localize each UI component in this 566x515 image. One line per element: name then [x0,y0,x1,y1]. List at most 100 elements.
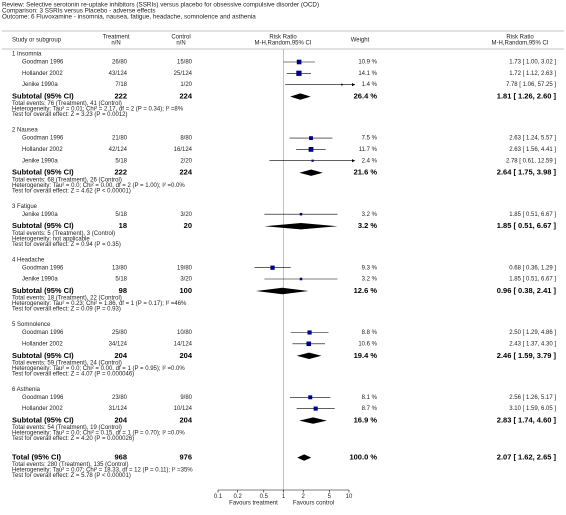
control-count: 204 [179,351,192,360]
study-square [307,330,312,335]
summary-note: Total events: 76 (Treatment), 41 (Contro… [12,101,122,107]
summary-note: Total events: 59 (Treatment), 24 (Contro… [12,360,122,366]
risk-ratio-label: 0.68 [ 0.36, 1.29 ] [509,265,556,271]
risk-ratio-label: 1.85 [ 0.51, 6.67 ] [509,277,556,283]
summary-note: Test for overall effect: Z = 4.62 (P < 0… [12,188,131,194]
risk-ratio-label: 2.50 [ 1.29, 4.86 ] [509,330,556,336]
control-count: 25/124 [174,71,193,77]
study-name: Jenike 1990a [22,158,58,164]
summary-note: Heterogeneity: Tau² = 0.0; Chi² = 0.15, … [12,431,185,437]
weight-label: 2.4 % [362,158,378,164]
study-name: Goodman 1996 [22,136,64,142]
summary-note: Test for overall effect: Z = 4.07 (P = 0… [12,371,134,377]
outcome-title: Outcome: 6 Fluvoxamine - insomnia, nause… [2,14,256,21]
study-name: Jenike 1990a [22,277,58,283]
column-header: M-H,Random,95% CI [491,41,548,47]
treatment-count: 222 [114,168,127,177]
pooled-diamond [299,417,327,424]
treatment-count: 968 [114,453,127,462]
group-title: 1 Insomnia [12,52,42,58]
treatment-count: 204 [114,416,127,425]
risk-ratio-label: 1.85 [ 0.51, 6.67 ] [509,212,556,218]
study-name: Goodman 1996 [22,395,64,401]
pooled-diamond [297,454,312,461]
risk-ratio-label: 3.10 [ 1.59, 6.05 ] [509,406,556,412]
treatment-count: 204 [114,351,127,360]
pooled-diamond [255,287,309,295]
study-name: Goodman 1996 [22,265,64,271]
x-tick-label: 10 [346,494,353,500]
weight-label: 3.2 % [362,212,378,218]
study-square [306,341,312,347]
summary-note: Total events: 54 (Treatment), 19 (Contro… [12,425,122,431]
group-title: 2 Nausea [12,128,38,134]
weight-label: 3.2 % [358,221,378,230]
study-name: Hollander 2002 [22,147,63,153]
column-header: Control [171,35,190,41]
pooled-diamond [264,223,338,230]
control-count: 14/124 [174,341,193,347]
control-count: 20 [184,221,192,230]
study-name: Hollander 2002 [22,71,63,77]
total-name: Total (95% CI) [12,453,62,462]
study-square [299,212,303,216]
study-square [308,395,313,400]
x-tick-label: 5 [328,494,332,500]
study-square [296,70,302,76]
risk-ratio-label: 1.81 [ 1.26, 2.60 ] [497,92,557,101]
subtotal-name: Subtotal (95% CI) [12,416,74,425]
weight-label: 1.4 % [362,82,378,88]
risk-ratio-label: 2.63 [ 1.56, 4.41 ] [509,147,556,153]
study-name: Hollander 2002 [22,341,63,347]
summary-note: Heterogeneity: Tau² = 0.0; Chi² = 0.00, … [12,366,185,372]
weight-label: 8.1 % [362,395,378,401]
summary-note: Total events: 5 (Treatment), 3 (Control) [12,231,115,237]
risk-ratio-label: 1.72 [ 1.12, 2.63 ] [509,71,556,77]
summary-note: Total events: 68 (Treatment), 26 (Contro… [12,177,122,183]
treatment-count: 42/124 [109,147,128,153]
subtotal-name: Subtotal (95% CI) [12,92,74,101]
column-header: Treatment [102,35,129,41]
subtotal-name: Subtotal (95% CI) [12,221,74,230]
control-count: 100 [179,286,192,295]
treatment-count: 43/124 [109,71,128,77]
summary-note: Test for overall effect: Z = 3.23 (P = 0… [12,112,128,118]
subtotal-name: Subtotal (95% CI) [12,168,74,177]
summary-note: Heterogeneity: Tau² = 0.01; Chi² = 2.17,… [12,107,184,113]
treatment-count: 21/80 [112,136,128,142]
risk-ratio-label: 1.73 [ 1.00, 3.02 ] [509,60,556,66]
study-square [299,277,303,281]
summary-note: Test for overall effect: Z = 0.94 (P = 0… [12,242,121,248]
summary-note: Test for overall effect: Z = 0.09 (P = 0… [12,307,121,313]
subtotal-name: Subtotal (95% CI) [12,351,74,360]
risk-ratio-label: 0.96 [ 0.38, 2.41 ] [497,286,557,295]
control-count: 204 [179,416,192,425]
control-count: 19/80 [177,265,193,271]
study-name: Goodman 1996 [22,60,64,66]
group-title: 4 Headache [12,257,45,263]
treatment-count: 31/124 [109,406,128,412]
risk-ratio-label: 2.56 [ 1.26, 5.17 ] [509,395,556,401]
weight-label: 16.9 % [354,416,378,425]
risk-ratio-label: 2.64 [ 1.75, 3.98 ] [497,168,557,177]
weight-label: 11.7 % [359,147,378,153]
control-count: 1/20 [180,82,192,88]
column-header: M-H,Random,95% CI [254,41,311,47]
pooled-diamond [290,93,311,100]
pooled-diamond [296,352,322,359]
study-square [270,265,275,270]
group-title: 5 Somnolence [12,322,51,328]
column-header: Risk Ratio [269,35,297,41]
risk-ratio-label: 2.83 [ 1.74, 4.60 ] [497,416,557,425]
summary-note: Test for overall effect: Z = 4.20 (P = 0… [12,436,134,442]
treatment-count: 222 [114,92,127,101]
risk-ratio-label: 2.43 [ 1.37, 4.30 ] [509,341,556,347]
summary-note: Heterogeneity: Tau² = 0.23; Chi² = 1.86,… [12,301,187,307]
treatment-count: 7/18 [115,82,127,88]
favours-left: Favours treatment [229,501,278,507]
review-title: Review: Selective serotonin re-uptake in… [2,2,319,9]
risk-ratio-label: 2.78 [ 0.61, 12.59 ] [506,158,556,164]
weight-label: 7.5 % [362,136,378,142]
control-count: 16/124 [174,147,193,153]
